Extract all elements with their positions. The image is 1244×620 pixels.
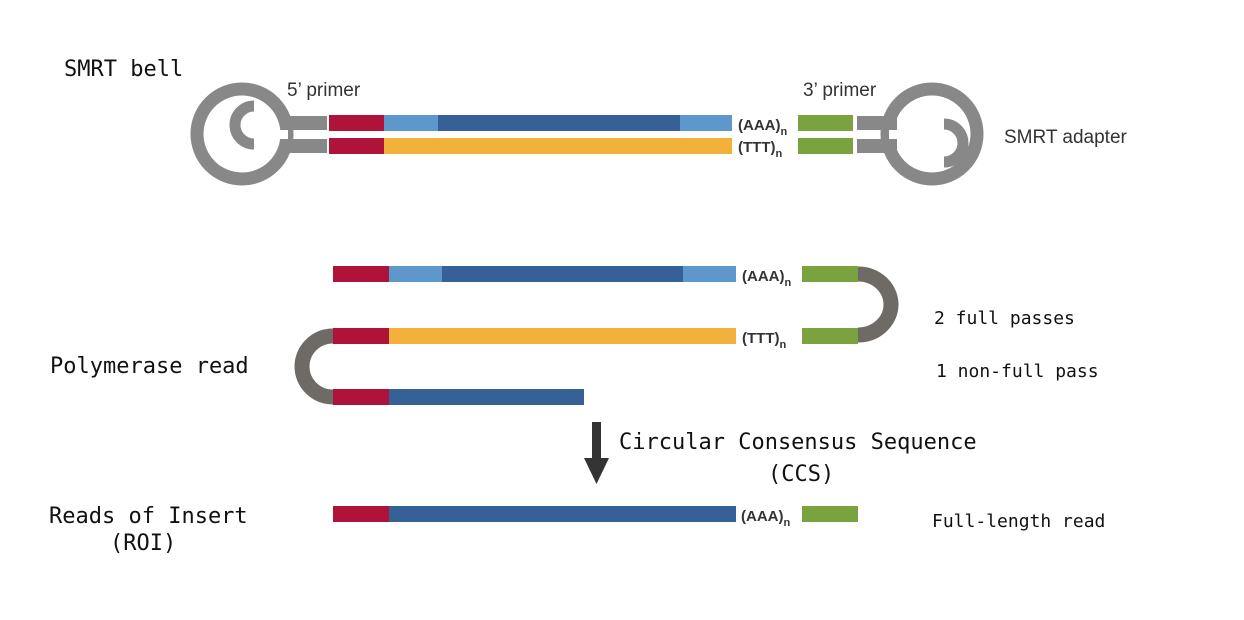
left-loop [294, 328, 334, 405]
insert-complement-orange [384, 138, 732, 154]
non-full-pass-label: 1 non-full pass [936, 361, 1099, 382]
right-loop [857, 266, 899, 343]
left-adapter-stem-top [281, 116, 327, 130]
ccs-arrow [584, 422, 609, 484]
ccs-label-line2: (CCS) [768, 462, 834, 487]
smrt-polyA-label: (AAA)n [738, 117, 788, 138]
roi-dark-blue [389, 506, 736, 522]
pass1-polyA-label: (AAA)n [742, 268, 792, 289]
smrt-polyT-label: (TTT)n [738, 139, 782, 160]
right-adapter-ring [880, 82, 984, 186]
pass2-primer5 [333, 328, 389, 344]
left-adapter-stem-gap [276, 130, 288, 139]
right-adapter-stem-top [857, 116, 897, 130]
pass1-primer5 [333, 266, 389, 282]
roi-primer3 [802, 506, 858, 522]
smrt-bell-bottom-strand [329, 138, 853, 154]
left-adapter-stem-bottom [281, 139, 327, 153]
pass2-polyT-label: (TTT)n [742, 330, 786, 351]
left-adapter-inner-arc [229, 100, 255, 150]
smrt-adapter-label: SMRT adapter [1004, 127, 1128, 148]
roi-label-line2: (ROI) [110, 531, 176, 556]
smrt-bell-top-strand [329, 115, 853, 131]
roi-label-line1: Reads of Insert [49, 504, 248, 529]
insert-light-blue-left [384, 115, 438, 131]
polymerase-read-label: Polymerase read [50, 354, 249, 379]
right-adapter-inner-arc [943, 118, 969, 168]
roi-primer5 [333, 506, 389, 522]
ccs-arrow-head [584, 458, 609, 484]
primer3-label: 3’ primer [803, 80, 877, 101]
pass3-dark-blue [389, 389, 584, 405]
pass2-orange [389, 328, 736, 344]
right-smrt-adapter [857, 82, 984, 186]
right-adapter-stem-gap [889, 130, 901, 139]
primer3-complement-segment [798, 138, 853, 154]
right-adapter-stem-bottom [857, 139, 897, 153]
smrt-bell-title: SMRT bell [64, 57, 183, 82]
ccs-arrow-shaft [592, 422, 601, 460]
roi-read [333, 506, 858, 522]
polymerase-pass-3 [333, 389, 584, 405]
pass3-primer5 [333, 389, 389, 405]
primer5-complement-segment [329, 138, 384, 154]
full-length-read-label: Full-length read [932, 511, 1105, 532]
primer5-segment [329, 115, 384, 131]
pass1-light-blue-left [389, 266, 442, 282]
polymerase-pass-1 [333, 266, 858, 282]
pass1-light-blue-right [683, 266, 736, 282]
insert-dark-blue [438, 115, 680, 131]
polymerase-pass-2 [333, 328, 858, 344]
pass1-dark-blue [442, 266, 683, 282]
primer3-segment [798, 115, 853, 131]
roi-polyA-label: (AAA)n [741, 508, 791, 529]
ccs-label-line1: Circular Consensus Sequence [619, 430, 977, 455]
insert-light-blue-right [680, 115, 732, 131]
primer5-label: 5’ primer [287, 80, 361, 101]
pass1-primer3 [802, 266, 858, 282]
pass2-primer3 [802, 328, 858, 344]
full-passes-label: 2 full passes [934, 308, 1075, 329]
left-smrt-adapter [190, 82, 327, 186]
